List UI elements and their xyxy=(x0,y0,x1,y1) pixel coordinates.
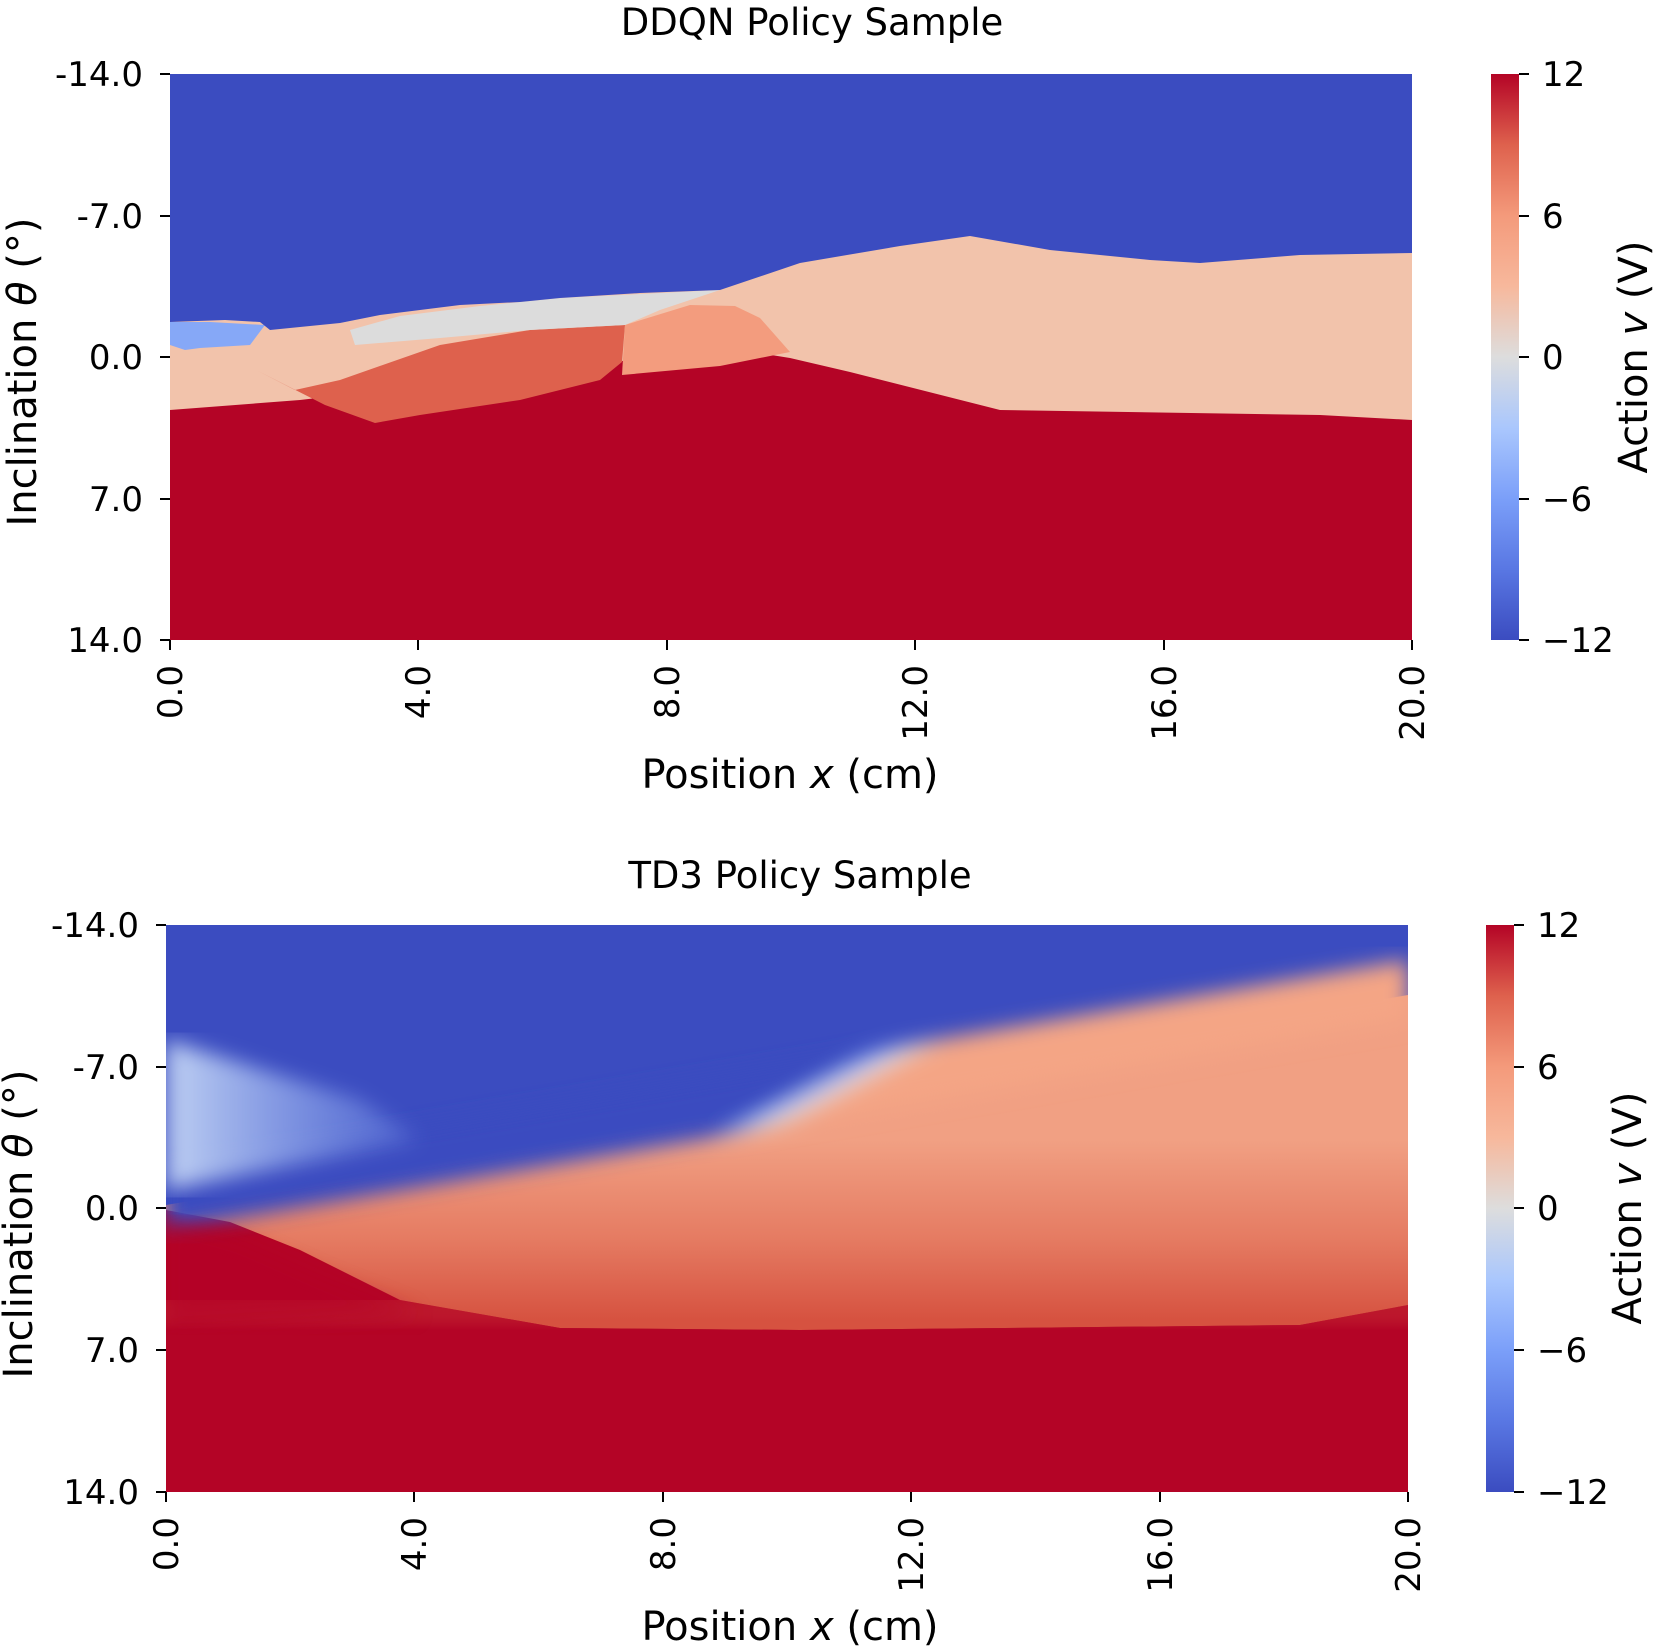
ddqn-x-label: Position x (cm) xyxy=(641,752,938,798)
ddqn-y-tick: 7.0 xyxy=(89,480,143,520)
ddqn-colorbar-tick: 0 xyxy=(1542,338,1564,378)
td3-y-tick: 7.0 xyxy=(85,1331,139,1371)
ddqn-y-label: Inclination θ (°) xyxy=(0,218,46,527)
td3-y-axis: -14.0 -7.0 0.0 7.0 14.0 xyxy=(51,906,166,1513)
ddqn-y-tick: 0.0 xyxy=(89,338,143,378)
ddqn-region-neutral xyxy=(350,290,720,345)
td3-x-tick: 12.0 xyxy=(892,1517,932,1593)
td3-left-haze xyxy=(166,1040,420,1190)
td3-colorbar: 12 6 0 −6 −12 Action v (V) xyxy=(1486,906,1651,1513)
td3-heatmap xyxy=(166,925,1408,1492)
ddqn-title: DDQN Policy Sample xyxy=(621,1,1003,44)
ddqn-x-tick: 8.0 xyxy=(648,665,688,719)
ddqn-colorbar-tick: 12 xyxy=(1542,55,1585,95)
ddqn-x-tick: 20.0 xyxy=(1393,665,1433,741)
td3-y-tick: -14.0 xyxy=(51,906,139,946)
td3-x-tick: 8.0 xyxy=(644,1517,684,1571)
td3-y-tick: 0.0 xyxy=(85,1189,139,1229)
td3-y-label: Inclination θ (°) xyxy=(0,1070,42,1379)
ddqn-x-tick: 4.0 xyxy=(399,665,439,719)
td3-x-axis: 0.0 4.0 8.0 12.0 16.0 20.0 xyxy=(147,1492,1429,1593)
ddqn-y-tick: -7.0 xyxy=(77,197,143,237)
td3-lower-fade xyxy=(166,1220,420,1330)
td3-region-plateau-edge xyxy=(166,1300,1408,1340)
ddqn-colorbar-tick: −12 xyxy=(1542,621,1614,661)
td3-colorbar-tick: 12 xyxy=(1537,906,1580,946)
td3-y-tick: -7.0 xyxy=(73,1048,139,1088)
ddqn-heatmap xyxy=(170,74,1412,640)
ddqn-colorbar-label: Action v (V) xyxy=(1611,241,1657,474)
ddqn-x-tick: 12.0 xyxy=(896,665,936,741)
ddqn-y-axis: -14.0 -7.0 0.0 7.0 14.0 xyxy=(55,55,170,661)
td3-y-tick: 14.0 xyxy=(63,1473,139,1513)
td3-title: TD3 Policy Sample xyxy=(627,854,971,897)
ddqn-colorbar-tick: 6 xyxy=(1542,197,1564,237)
ddqn-x-axis: 0.0 4.0 8.0 12.0 16.0 20.0 xyxy=(151,640,1433,741)
td3-colorbar-tick: −12 xyxy=(1537,1473,1609,1513)
td3-x-label: Position x (cm) xyxy=(641,1604,938,1650)
ddqn-y-tick: 14.0 xyxy=(67,621,143,661)
ddqn-colorbar: 12 6 0 −6 −12 Action v (V) xyxy=(1491,55,1657,661)
td3-panel: TD3 Policy Sample -14.0 -7.0 0.0 7.0 xyxy=(0,854,1651,1650)
td3-transition-band xyxy=(166,960,1408,1230)
ddqn-panel: DDQN Policy Sample -14.0 -7.0 0.0 7.0 14… xyxy=(0,1,1657,798)
ddqn-region-mid-positive xyxy=(622,305,790,375)
ddqn-y-tick: -14.0 xyxy=(55,55,143,95)
ddqn-region-strong-positive xyxy=(258,325,625,423)
td3-x-tick: 4.0 xyxy=(395,1517,435,1571)
td3-colorbar-tick: −6 xyxy=(1537,1331,1587,1371)
ddqn-region-max-negative xyxy=(170,74,1412,330)
ddqn-colorbar-tick: −6 xyxy=(1542,480,1592,520)
td3-colorbar-tick: 0 xyxy=(1537,1189,1559,1229)
ddqn-x-tick: 16.0 xyxy=(1145,665,1185,741)
ddqn-x-tick: 0.0 xyxy=(151,665,191,719)
td3-x-tick: 0.0 xyxy=(147,1517,187,1571)
td3-x-tick: 16.0 xyxy=(1141,1517,1181,1593)
td3-colorbar-tick: 6 xyxy=(1537,1048,1559,1088)
td3-colorbar-label: Action v (V) xyxy=(1605,1092,1651,1325)
td3-x-tick: 20.0 xyxy=(1389,1517,1429,1593)
ddqn-region-low-negative xyxy=(170,322,265,350)
